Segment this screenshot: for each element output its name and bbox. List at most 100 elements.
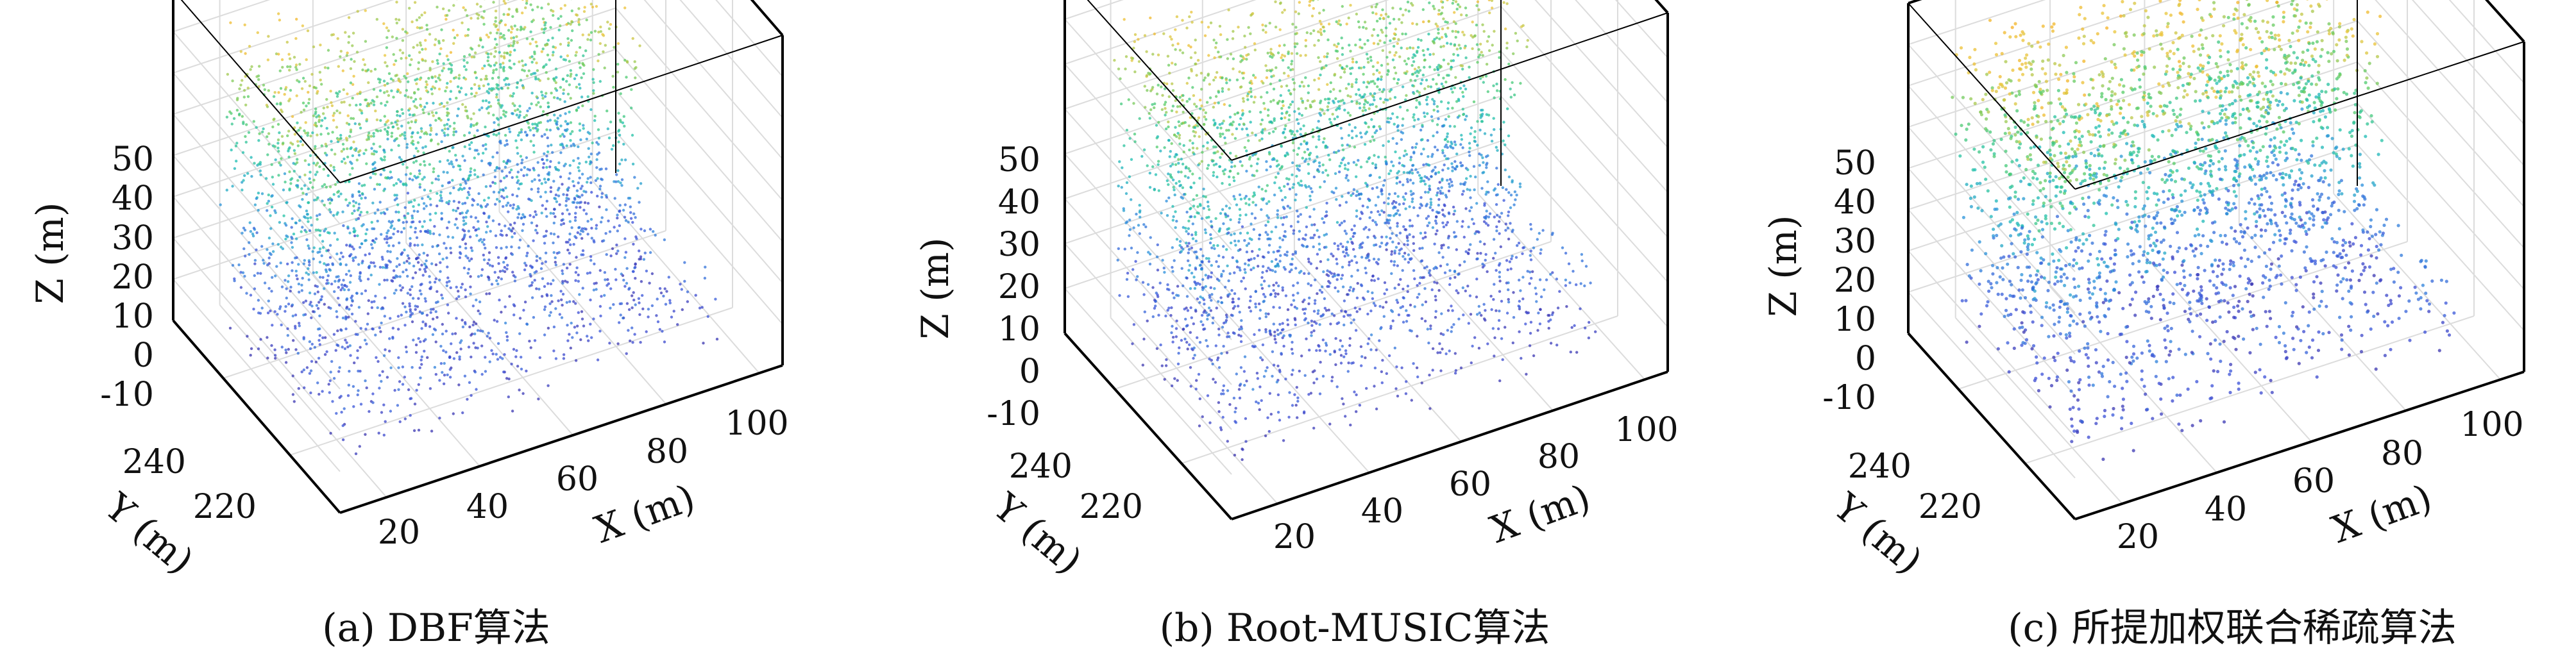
scatter-point xyxy=(1467,225,1470,229)
scatter-point xyxy=(280,323,283,327)
scatter-point xyxy=(398,380,402,383)
scatter-point xyxy=(1528,344,1532,347)
scatter-point xyxy=(406,72,409,76)
scatter-point xyxy=(425,24,428,27)
scatter-point xyxy=(456,85,460,88)
scatter-point xyxy=(616,213,619,217)
scatter-point xyxy=(357,263,360,266)
scatter-point xyxy=(452,199,455,203)
scatter-point xyxy=(310,342,314,346)
scatter-point xyxy=(429,139,433,142)
scatter-point xyxy=(428,281,432,284)
scatter-point xyxy=(1237,304,1240,308)
scatter-point xyxy=(1146,164,1149,167)
scatter-point xyxy=(298,324,301,328)
scatter-point xyxy=(539,105,542,108)
scatter-point xyxy=(1371,103,1375,106)
scatter-point xyxy=(546,53,550,57)
scatter-point xyxy=(1332,314,1336,317)
scatter-point xyxy=(499,32,502,35)
scatter-point xyxy=(474,322,478,326)
scatter-point xyxy=(414,160,418,163)
scatter-point xyxy=(1350,274,1353,278)
scatter-point xyxy=(421,197,424,200)
scatter-point xyxy=(403,305,407,308)
scatter-point xyxy=(1387,197,1390,200)
scatter-point xyxy=(1233,137,1237,140)
scatter-point xyxy=(562,193,565,196)
scatter-point xyxy=(248,253,251,256)
scatter-point xyxy=(313,292,317,295)
scatter-point xyxy=(505,245,508,249)
scatter-point xyxy=(1420,317,1423,320)
scatter-point xyxy=(1385,372,1388,375)
scatter-point xyxy=(528,340,531,343)
scatter-point xyxy=(413,91,416,94)
scatter-point xyxy=(418,172,421,176)
scatter-point xyxy=(1436,123,1439,126)
scatter-point xyxy=(347,41,350,44)
scatter-point xyxy=(592,92,595,95)
scatter-point xyxy=(473,169,477,172)
scatter-point xyxy=(412,154,416,158)
scatter-point xyxy=(1493,128,1496,131)
scatter-point xyxy=(1355,194,1358,197)
scatter-point xyxy=(543,65,546,68)
scatter-point xyxy=(386,231,389,235)
scatter-point xyxy=(1210,237,1213,240)
scatter-point xyxy=(607,282,610,285)
scatter-point xyxy=(1378,245,1382,248)
scatter-point xyxy=(1377,34,1380,37)
scatter-point xyxy=(469,170,472,174)
scatter-point xyxy=(243,174,246,178)
scatter-point xyxy=(1330,312,1334,315)
scatter-point xyxy=(1194,62,1198,66)
scatter-point xyxy=(350,58,353,61)
scatter-point xyxy=(1188,343,1191,346)
scatter-point xyxy=(600,295,603,298)
scatter-point xyxy=(409,172,412,176)
scatter-point xyxy=(1253,48,1257,52)
scatter-point xyxy=(599,314,602,318)
scatter-point xyxy=(517,133,520,137)
scatter-point xyxy=(462,219,466,222)
scatter-point xyxy=(586,220,589,223)
scatter-point xyxy=(445,329,448,333)
scatter-point xyxy=(596,358,600,362)
scatter-point xyxy=(275,52,278,56)
scatter-point xyxy=(586,335,589,338)
scatter-point xyxy=(335,109,339,113)
scatter-point xyxy=(502,67,505,71)
scatter-point xyxy=(403,324,407,327)
scatter-point xyxy=(382,403,386,406)
scatter-point xyxy=(267,35,270,38)
scatter-point xyxy=(1200,217,1204,220)
scatter-point xyxy=(1402,195,1405,199)
scatter-point xyxy=(700,306,704,309)
scatter-point xyxy=(504,77,508,80)
scatter-point xyxy=(355,51,359,54)
scatter-point xyxy=(561,292,565,296)
scatter-point xyxy=(436,192,439,195)
scatter-point xyxy=(1252,74,1255,77)
scatter-point xyxy=(1230,165,1233,169)
scatter-point xyxy=(267,193,270,197)
scatter-point xyxy=(419,340,422,344)
grid-line xyxy=(715,0,783,78)
scatter-point xyxy=(636,187,640,190)
scatter-point xyxy=(1248,203,1251,206)
scatter-point xyxy=(1319,113,1323,117)
scatter-point xyxy=(437,117,441,120)
scatter-point xyxy=(1416,74,1419,78)
scatter-point xyxy=(477,153,480,156)
scatter-point xyxy=(1431,153,1434,156)
scatter-point xyxy=(1212,106,1216,109)
scatter-point xyxy=(1214,95,1218,98)
scatter-point xyxy=(1507,175,1511,179)
scatter-point xyxy=(461,202,464,205)
scatter-point xyxy=(1249,32,1252,35)
scatter-point xyxy=(371,401,375,404)
scatter-point xyxy=(663,340,666,344)
scatter-point xyxy=(412,429,416,432)
scatter-point xyxy=(286,134,289,137)
